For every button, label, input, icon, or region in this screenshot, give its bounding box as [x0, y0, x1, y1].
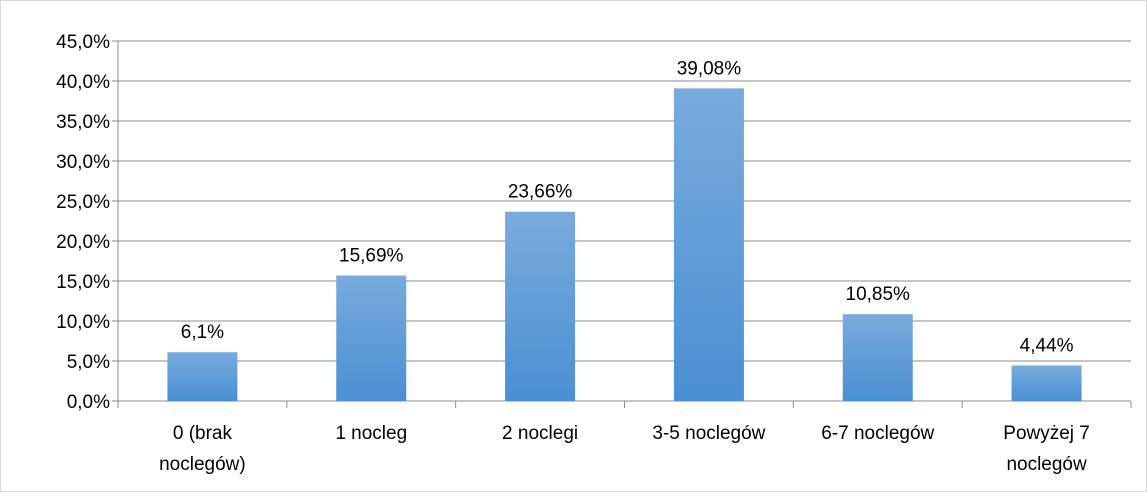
bar	[842, 314, 913, 401]
bar	[1011, 365, 1082, 401]
bar	[673, 88, 744, 402]
x-tick-label: 1 nocleg	[335, 423, 407, 444]
y-tick-label: 30,0%	[56, 152, 110, 173]
x-tick-label: noclegów)	[159, 454, 246, 475]
data-label: 23,66%	[508, 182, 573, 203]
data-label: 4,44%	[1020, 335, 1074, 356]
y-tick-label: 35,0%	[56, 112, 110, 133]
data-label: 15,69%	[339, 245, 404, 266]
y-tick-label: 10,0%	[56, 312, 110, 333]
x-tick-label: 2 noclegi	[502, 423, 578, 444]
bar	[167, 352, 238, 401]
bar	[505, 211, 576, 401]
data-label: 10,85%	[846, 284, 911, 305]
y-tick-label: 45,0%	[56, 32, 110, 53]
x-tick-label: 0 (brak	[173, 423, 233, 444]
x-tick-label: noclegów	[1006, 454, 1087, 475]
y-tick-label: 25,0%	[56, 192, 110, 213]
y-tick-label: 0,0%	[67, 392, 110, 413]
bar	[336, 275, 407, 401]
y-tick-label: 40,0%	[56, 72, 110, 93]
y-tick-label: 15,0%	[56, 272, 110, 293]
y-tick-label: 5,0%	[67, 352, 110, 373]
x-tick-label: 6-7 noclegów	[821, 423, 934, 444]
data-label: 39,08%	[677, 58, 742, 79]
x-tick-label: 3-5 noclegów	[652, 423, 765, 444]
data-label: 6,1%	[181, 322, 224, 343]
x-tick-label: Powyżej 7	[1003, 423, 1090, 444]
y-tick-label: 20,0%	[56, 232, 110, 253]
